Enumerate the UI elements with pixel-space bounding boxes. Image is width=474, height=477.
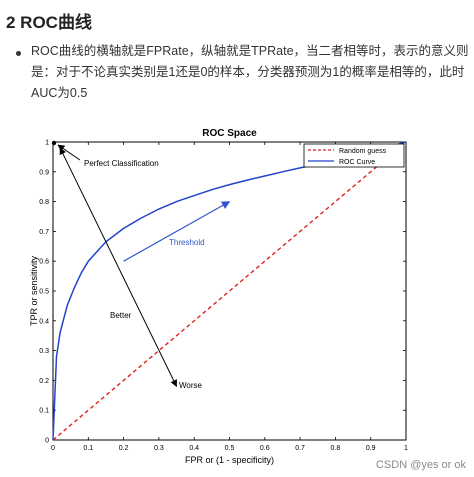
bullet-paragraph: ROC曲线的横轴就是FPRate，纵轴就是TPRate，当二者相等时，表示的意义… <box>31 41 469 104</box>
x-tick-label: 0 <box>51 445 55 452</box>
x-tick-label: 0.4 <box>189 445 199 452</box>
paragraph-line-2: 是：对于不论真实类别是1还是0的样本，分类器预测为1的概率是相等的，此时 <box>31 65 465 79</box>
y-tick-label: 0.4 <box>39 318 49 325</box>
legend: Random guess ROC Curve <box>303 143 405 168</box>
series-layer <box>52 141 407 441</box>
threshold-arrow <box>123 201 231 262</box>
better-label: Better <box>110 311 132 320</box>
paragraph-line-1: ROC曲线的横轴就是FPRate，纵轴就是TPRate，当二者相等时，表示的意义… <box>31 44 469 58</box>
perfect-label: Perfect Classification <box>84 159 159 168</box>
worse-label: Worse <box>179 381 203 390</box>
x-tick-label: 0.3 <box>154 445 164 452</box>
perfect-point-marker <box>51 140 57 146</box>
x-tick-label: 0.7 <box>295 445 305 452</box>
y-tick-label: 0.2 <box>39 378 49 385</box>
x-tick-label: 0.1 <box>83 445 93 452</box>
x-tick-label: 0.2 <box>119 445 129 452</box>
y-tick-label: 0.9 <box>39 169 49 176</box>
watermark: CSDN @yes or ok <box>375 459 466 471</box>
y-tick-label: 0.6 <box>39 259 49 266</box>
bullet-dot <box>16 51 21 56</box>
threshold-label: Threshold <box>169 238 205 247</box>
x-tick-label: 1 <box>404 445 408 452</box>
x-axis-label: FPR or (1 - specificity) <box>185 455 274 465</box>
section-heading: 2 ROC曲线 <box>6 13 92 32</box>
random-guess-line <box>52 141 407 441</box>
chart-title: ROC Space <box>202 128 257 139</box>
x-tick-label: 0.6 <box>260 445 270 452</box>
y-tick-label: 0.7 <box>39 229 49 236</box>
y-axis-label: TPR or sensitivity <box>29 255 39 326</box>
x-tick-label: 0.5 <box>225 445 235 452</box>
x-tick-label: 0.9 <box>366 445 376 452</box>
legend-random-label: Random guess <box>339 148 387 155</box>
paragraph-line-3: AUC为0.5 <box>31 86 88 100</box>
y-tick-label: 0 <box>45 438 49 445</box>
y-tick-label: 0.5 <box>39 289 49 296</box>
y-tick-label: 0.1 <box>39 408 49 415</box>
axis-ticks: 0 0.1 0.2 0.3 0.4 0.5 0.6 0.7 0.8 0.9 1 0 0.1 0.2 0.3 0… <box>39 140 408 453</box>
y-tick-label: 0.3 <box>39 348 49 355</box>
x-tick-label: 0.8 <box>331 445 341 452</box>
annotation-layer: Perfect Classification Threshold Better Wor… <box>51 140 231 390</box>
legend-roc-label: ROC Curve <box>339 159 375 166</box>
better-worse-arrow <box>59 147 177 387</box>
perfect-arrow <box>57 144 81 161</box>
y-tick-label: 0.8 <box>39 199 49 206</box>
y-tick-label: 1 <box>45 140 49 147</box>
